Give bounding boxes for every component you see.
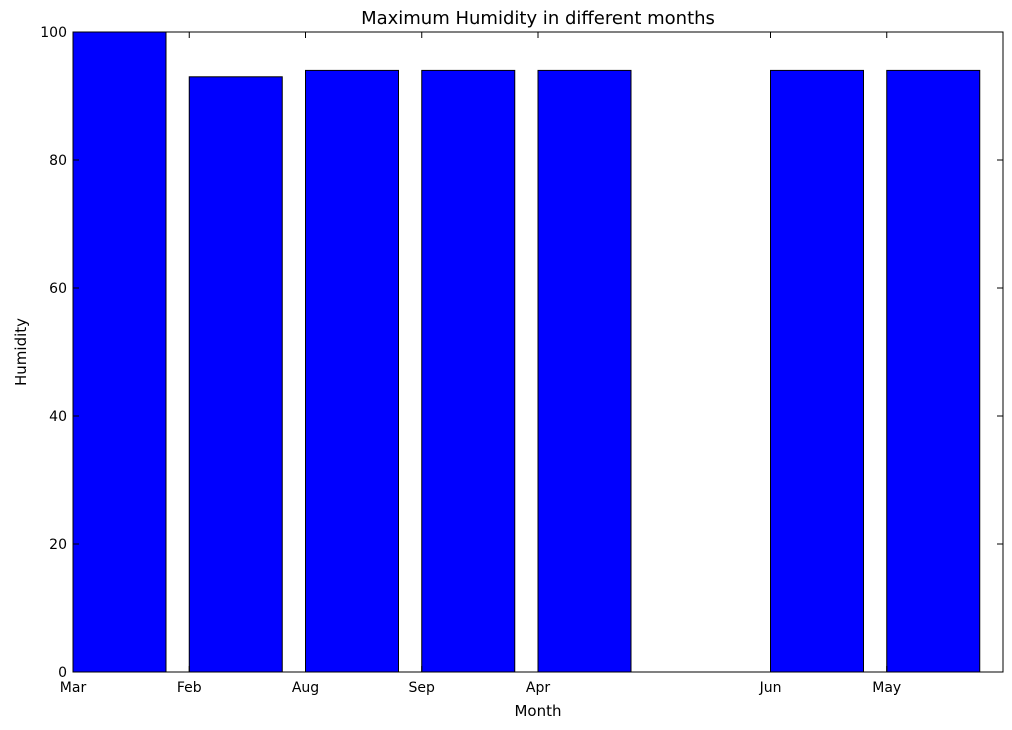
y-tick-label: 20	[49, 537, 67, 553]
y-tick-label: 80	[49, 153, 67, 169]
x-tick-label-apr: Apr	[526, 680, 550, 696]
y-axis: 0 20 40 60 80 100	[40, 25, 1003, 681]
x-tick-label-may: May	[872, 680, 901, 696]
bar-may	[886, 69, 981, 673]
bar-mar	[72, 31, 167, 673]
y-tick-label: 40	[49, 409, 67, 425]
bar-sep	[421, 69, 516, 673]
y-tick-label: 0	[58, 665, 67, 681]
bar-series	[72, 31, 981, 673]
x-axis-title: Month	[514, 702, 561, 720]
x-tick-label-jun: Jun	[759, 680, 782, 696]
bar-aug	[305, 69, 399, 673]
x-tick-label-sep: Sep	[409, 680, 436, 696]
y-tick-label: 100	[40, 25, 67, 41]
bar-apr	[537, 69, 632, 673]
x-axis: Mar Feb Aug Sep Apr Jun May	[60, 32, 901, 696]
y-tick-label: 60	[49, 281, 67, 297]
x-tick-label-mar: Mar	[60, 680, 87, 696]
chart-title: Maximum Humidity in different months	[361, 8, 715, 29]
x-tick-label-aug: Aug	[292, 680, 319, 696]
x-tick-label-feb: Feb	[177, 680, 202, 696]
y-axis-title: Humidity	[12, 318, 30, 386]
bar-jun	[770, 69, 864, 673]
bar-feb	[188, 76, 283, 673]
